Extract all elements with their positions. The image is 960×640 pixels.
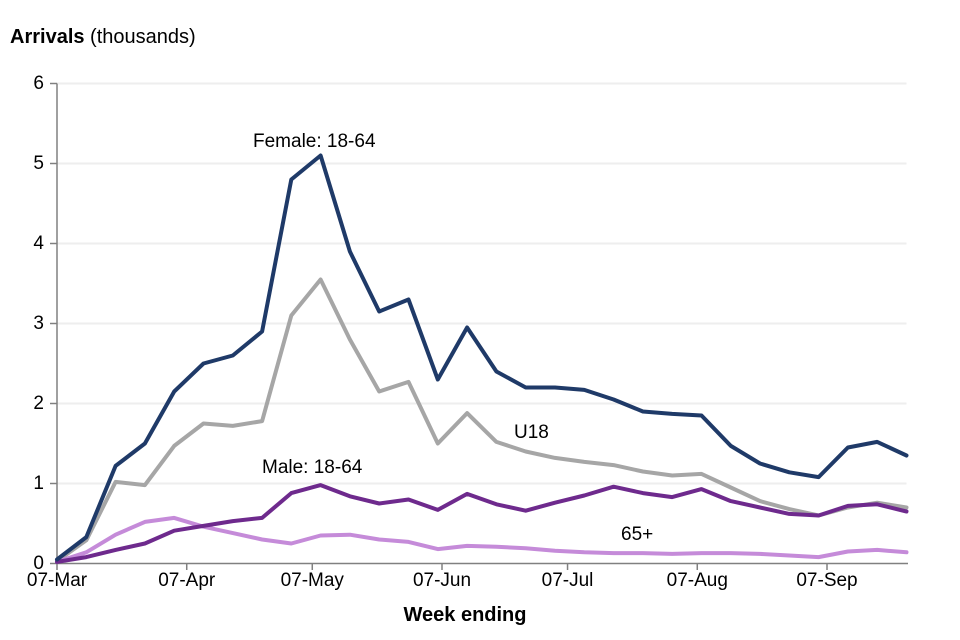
chart-title-bold: Arrivals <box>10 26 85 48</box>
y-tick-label-0: 0 <box>33 552 44 574</box>
x-tick-label-07-Aug: 07-Aug <box>666 570 728 591</box>
x-tick-label-07-Jul: 07-Jul <box>541 570 594 591</box>
x-axis-title: Week ending <box>403 604 527 626</box>
series-line-u18 <box>55 277 909 564</box>
chart-title-unit: (thousands) <box>84 26 196 48</box>
x-tick-label-07-Sep: 07-Sep <box>796 570 858 591</box>
y-tick-label-1: 1 <box>33 472 44 494</box>
series-label-u18: U18 <box>514 422 549 443</box>
y-tick-label-6: 6 <box>33 72 44 94</box>
series-line-female-18-64 <box>55 153 909 562</box>
x-tick-label-07-Mar: 07-Mar <box>26 570 88 591</box>
series-label-65-: 65+ <box>621 524 654 545</box>
y-tick-label-4: 4 <box>33 232 44 254</box>
y-tick-label-2: 2 <box>33 392 44 414</box>
series-line-male-18-64 <box>55 483 909 564</box>
series-label-female-18-64: Female: 18-64 <box>253 131 376 152</box>
y-tick-label-5: 5 <box>33 152 44 174</box>
series-label-male-18-64: Male: 18-64 <box>262 457 363 478</box>
x-tick-label-07-May: 07-May <box>280 570 344 591</box>
x-tick-label-07-Apr: 07-Apr <box>158 570 216 591</box>
y-tick-label-3: 3 <box>33 312 44 334</box>
series-line-65- <box>55 515 909 564</box>
chart-title: Arrivals (thousands) <box>10 26 196 49</box>
x-tick-label-07-Jun: 07-Jun <box>412 570 472 591</box>
